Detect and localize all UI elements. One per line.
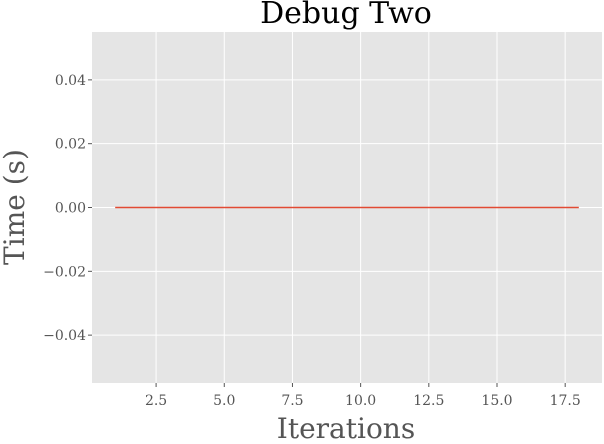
y-tick-label: −0.02: [43, 264, 86, 280]
y-axis-label: Time (s): [0, 149, 31, 265]
y-tick-label: 0.04: [55, 73, 86, 89]
y-axis-ticks: −0.04 −0.02 0.00 0.02 0.04: [43, 73, 92, 344]
x-tick-label: 10.0: [345, 393, 376, 409]
x-axis-label: Iterations: [277, 412, 415, 444]
y-tick-label: 0.00: [55, 201, 86, 217]
x-axis-ticks: 2.5 5.0 7.5 10.0 12.5 15.0 17.5: [145, 383, 581, 409]
x-tick-label: 17.5: [550, 393, 581, 409]
x-tick-label: 2.5: [145, 393, 167, 409]
x-tick-label: 5.0: [213, 393, 235, 409]
y-tick-label: 0.02: [55, 137, 86, 153]
chart-title: Debug Two: [260, 0, 432, 31]
x-tick-label: 7.5: [281, 393, 303, 409]
x-tick-label: 15.0: [481, 393, 512, 409]
x-tick-label: 12.5: [413, 393, 444, 409]
y-tick-label: −0.04: [43, 328, 86, 344]
